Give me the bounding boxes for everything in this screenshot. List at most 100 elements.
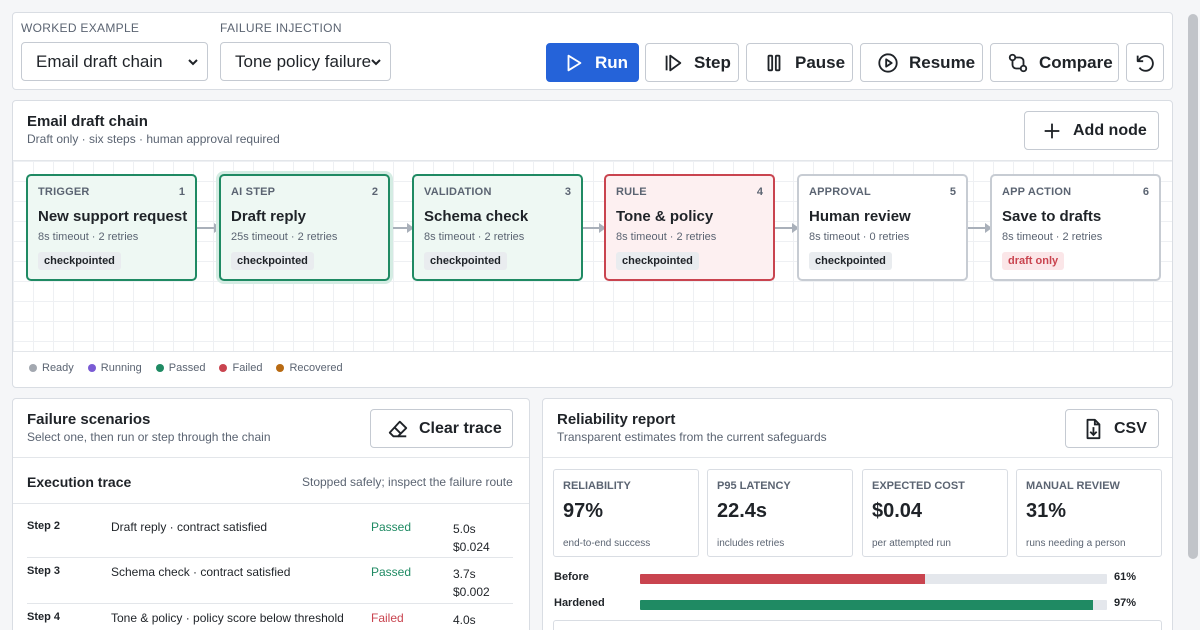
metric-card-reliability: RELIABILITY 97% end-to-end success	[553, 469, 699, 557]
bar-label: Hardened	[554, 597, 605, 609]
bar-track	[640, 600, 1107, 610]
node-title: Save to drafts	[1002, 208, 1102, 225]
legend-label: Recovered	[289, 362, 343, 374]
legend-label: Running	[100, 362, 142, 374]
run-button-label: Run	[595, 52, 629, 72]
metric-label: RELIABILITY	[563, 480, 631, 492]
divider	[27, 557, 513, 558]
failure-scenarios-panel: Failure scenarios Select one, then run o…	[12, 398, 530, 630]
reliability-report-panel: Reliability report Transparent estimates…	[542, 398, 1173, 630]
divider	[13, 457, 529, 458]
connector-arrow	[968, 223, 992, 233]
workflow-canvas[interactable]: TRIGGER 1 New support request 8s timeout…	[13, 160, 1172, 352]
resume-button-label: Resume	[909, 52, 976, 72]
page-scrollbar-thumb[interactable]	[1188, 14, 1198, 559]
node-kind: TRIGGER	[38, 186, 90, 198]
failure-injection-select[interactable]: Tone policy failure	[220, 42, 391, 81]
node-badge: checkpointed	[424, 252, 507, 270]
workflow-node-ai-step[interactable]: AI STEP 2 Draft reply 25s timeout · 2 re…	[219, 174, 390, 281]
node-title: Schema check	[424, 208, 529, 225]
divider	[543, 457, 1172, 458]
reset-button[interactable]	[1126, 43, 1164, 82]
node-number: 5	[949, 186, 956, 198]
node-meta: 8s timeout · 2 retries	[1002, 231, 1103, 243]
trace-time: 3.7s	[453, 567, 476, 581]
legend-item-recovered: Recovered	[276, 362, 343, 374]
node-number: 3	[564, 186, 571, 198]
workflow-node-validation[interactable]: VALIDATION 3 Schema check 8s timeout · 2…	[412, 174, 583, 281]
trace-description: Schema check · contract satisfied	[111, 565, 291, 579]
trace-time: 4.0s	[453, 613, 476, 627]
workflow-node-approval[interactable]: APPROVAL 5 Human review 8s timeout · 0 r…	[797, 174, 968, 281]
workflow-node-app-action[interactable]: APP ACTION 6 Save to drafts 8s timeout ·…	[990, 174, 1161, 281]
node-badge: checkpointed	[231, 252, 314, 270]
node-meta: 8s timeout · 2 retries	[424, 231, 525, 243]
node-meta: 8s timeout · 2 retries	[616, 231, 717, 243]
report-detail-box	[553, 620, 1162, 630]
failure-scenarios-subtitle: Select one, then run or step through the…	[27, 430, 271, 444]
clear-trace-button[interactable]: Clear trace	[370, 409, 513, 448]
file-download-icon	[1086, 418, 1101, 439]
trace-step: Step 4	[27, 611, 61, 623]
node-title: Human review	[809, 208, 911, 225]
worked-example-select[interactable]: Email draft chain	[21, 42, 208, 81]
metric-card-cost: EXPECTED COST $0.04 per attempted run	[862, 469, 1008, 557]
resume-button[interactable]: Resume	[860, 43, 983, 82]
connector-arrow	[197, 223, 221, 233]
node-badge: checkpointed	[38, 252, 121, 270]
trace-cost: $0.024	[453, 540, 490, 554]
comparison-bar-before: Before 61%	[554, 571, 1154, 585]
add-node-label: Add node	[1073, 121, 1147, 139]
csv-label: CSV	[1114, 419, 1147, 437]
node-number: 2	[371, 186, 378, 198]
node-kind: RULE	[616, 186, 647, 198]
plus-icon	[1044, 123, 1060, 138]
metric-note: end-to-end success	[563, 538, 651, 549]
trace-step: Step 3	[27, 565, 61, 577]
node-badge: checkpointed	[809, 252, 892, 270]
metric-value: 22.4s	[717, 500, 768, 522]
legend-label: Passed	[168, 362, 206, 374]
connector-arrow	[582, 223, 606, 233]
pause-button[interactable]: Pause	[746, 43, 853, 82]
legend-dot	[29, 364, 37, 372]
node-meta: 25s timeout · 2 retries	[231, 231, 338, 243]
pause-icon	[767, 54, 781, 71]
trace-status: Failed	[371, 611, 404, 625]
trace-cost: $0.002	[453, 585, 490, 599]
bar-value: 97%	[1114, 597, 1137, 609]
trace-time: 5.0s	[453, 522, 476, 536]
node-meta: 8s timeout · 2 retries	[38, 231, 139, 243]
clear-trace-label: Clear trace	[419, 419, 502, 437]
legend-dot	[87, 364, 96, 372]
legend-item-passed: Passed	[155, 362, 206, 374]
run-button[interactable]: Run	[546, 43, 639, 82]
workflow-node-rule[interactable]: RULE 4 Tone & policy 8s timeout · 2 retr…	[604, 174, 775, 281]
reliability-report-subtitle: Transparent estimates from the current s…	[557, 430, 827, 444]
legend-label: Failed	[232, 362, 263, 374]
workflow-node-trigger[interactable]: TRIGGER 1 New support request 8s timeout…	[26, 174, 197, 281]
add-node-button[interactable]: Add node	[1024, 111, 1159, 150]
legend-dot	[155, 364, 164, 372]
step-button-label: Step	[694, 52, 731, 72]
compare-button-label: Compare	[1039, 52, 1113, 72]
compare-button[interactable]: Compare	[990, 43, 1119, 82]
workflow-title: Email draft chain	[27, 113, 148, 130]
step-button[interactable]: Step	[645, 43, 739, 82]
bar-fill	[640, 574, 925, 584]
trace-description: Draft reply · contract satisfied	[111, 520, 268, 534]
csv-export-button[interactable]: CSV	[1065, 409, 1159, 448]
failure-scenarios-title: Failure scenarios	[27, 411, 151, 428]
node-kind: AI STEP	[231, 186, 276, 198]
legend-item-ready: Ready	[29, 362, 74, 374]
pause-button-label: Pause	[795, 52, 846, 72]
eraser-icon	[388, 420, 408, 437]
worked-example-label: WORKED EXAMPLE	[21, 21, 140, 35]
metric-card-manual-review: MANUAL REVIEW 31% runs needing a person	[1016, 469, 1162, 557]
node-meta: 8s timeout · 0 retries	[809, 231, 910, 243]
reliability-report-title: Reliability report	[557, 411, 676, 428]
metric-card-latency: P95 LATENCY 22.4s includes retries	[707, 469, 853, 557]
execution-trace-title: Execution trace	[27, 474, 132, 490]
legend-item-failed: Failed	[219, 362, 262, 374]
failure-injection-label: FAILURE INJECTION	[220, 21, 342, 35]
